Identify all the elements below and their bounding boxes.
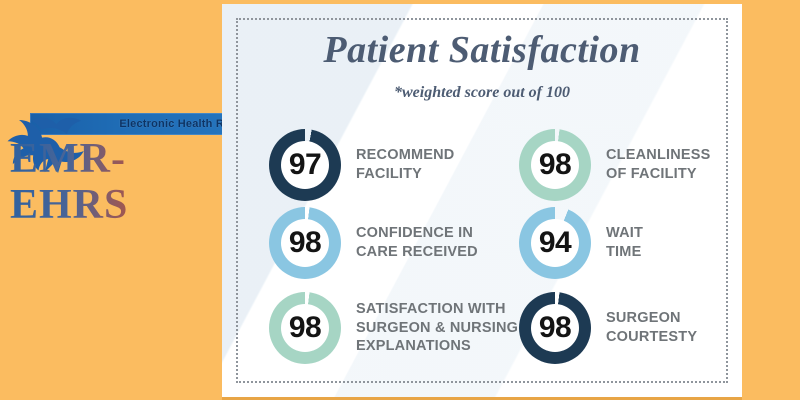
gauge-label: SATISFACTION WITH SURGEON & NURSING EXPL…	[356, 300, 519, 355]
gauge-score: 98	[538, 148, 572, 181]
gauge-score: 98	[538, 311, 572, 344]
logo-banner-text: Electronic Health R	[119, 118, 224, 130]
gauge-item: 98 SATISFACTION WITH SURGEON & NURSING E…	[269, 292, 519, 364]
gauge-label: CLEANLINESS OF FACILITY	[606, 147, 711, 182]
logo-banner: Electronic Health R	[30, 113, 224, 135]
gauge-item: 98 CLEANLINESS OF FACILITY	[519, 129, 739, 201]
gauge-ring: 98	[269, 207, 341, 279]
gauge-item: 94 WAIT TIME	[519, 207, 739, 279]
gauge-label: SURGEON COURTESTY	[606, 310, 698, 345]
gauge-label: WAIT TIME	[606, 225, 644, 260]
gauge-item: 97 RECOMMEND FACILITY	[269, 129, 519, 201]
eagle-icon	[7, 117, 84, 174]
gauge-ring: 98	[519, 129, 591, 201]
emr-ehrs-logo: Electronic Health R EMR-EHRS	[7, 110, 224, 228]
card-subtitle: *weighted score out of 100	[394, 84, 570, 101]
card-title: Patient Satisfaction	[323, 29, 641, 71]
gauge-score: 94	[538, 226, 572, 259]
gauge-grid: 97 RECOMMEND FACILITY 98 CLEANLINESS OF …	[269, 126, 739, 374]
gauge-ring: 94	[519, 207, 591, 279]
gauge-item: 98 CONFIDENCE IN CARE RECEIVED	[269, 207, 519, 279]
gauge-score: 98	[288, 226, 322, 259]
gauge-ring: 97	[269, 129, 341, 201]
gauge-ring: 98	[519, 292, 591, 364]
gauge-ring: 98	[269, 292, 341, 364]
infographic-card: Patient Satisfaction *weighted score out…	[222, 4, 742, 397]
logo-brand-text: EMR-EHRS	[10, 136, 224, 228]
gauge-item: 98 SURGEON COURTESTY	[519, 292, 739, 364]
gauge-score: 97	[288, 148, 322, 181]
gauge-score: 98	[288, 311, 322, 344]
gauge-label: CONFIDENCE IN CARE RECEIVED	[356, 225, 478, 260]
gauge-label: RECOMMEND FACILITY	[356, 147, 455, 182]
